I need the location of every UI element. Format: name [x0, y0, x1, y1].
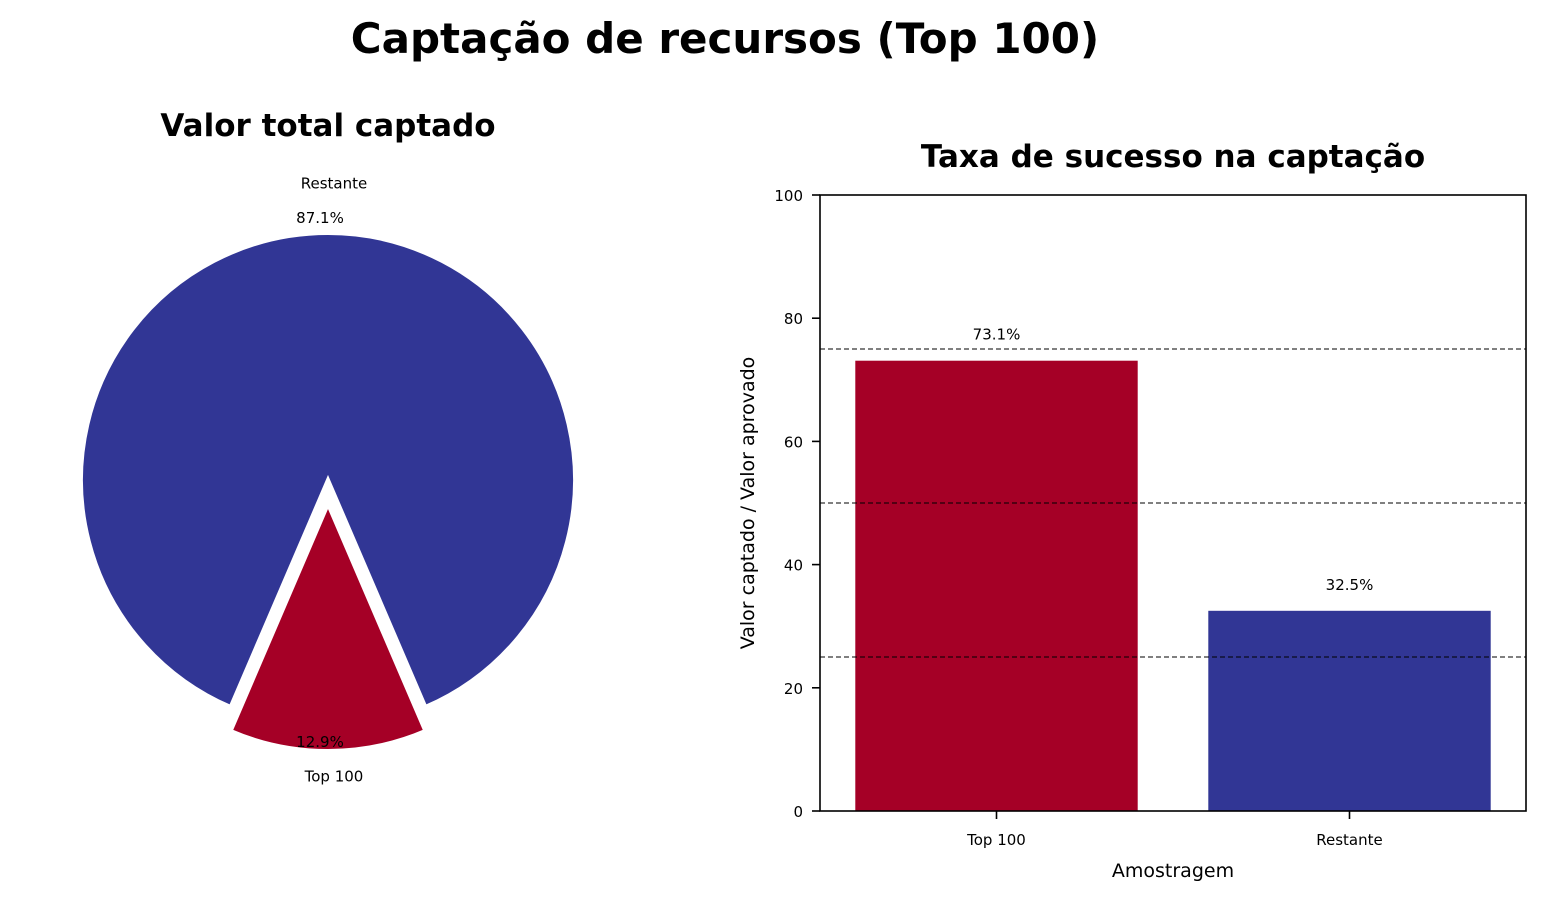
- y-tick-label: 40: [784, 557, 803, 575]
- pie-percent-label: 87.1%: [296, 209, 344, 227]
- y-tick-label: 60: [784, 433, 803, 451]
- pie-slice-restante: [79, 231, 577, 710]
- y-tick-label: 80: [784, 310, 803, 328]
- bar-top-100: [855, 360, 1138, 811]
- pie-chart: Valor total captado Top 100 12.9% Restante…: [79, 108, 577, 785]
- x-tick-label: Restante: [1316, 831, 1382, 849]
- plot-frame: [819, 194, 1527, 812]
- y-tick-label: 100: [774, 187, 803, 205]
- pie-slice-top-100: [227, 498, 429, 753]
- pie-percent-label: 12.9%: [296, 733, 344, 751]
- bar-value-label: 32.5%: [1326, 576, 1374, 594]
- pie-category-label: Top 100: [304, 767, 364, 785]
- pie-category-label: Restante: [301, 175, 367, 193]
- y-tick-label: 20: [784, 680, 803, 698]
- bar-restante: [1208, 610, 1491, 811]
- pie-title: Valor total captado: [160, 108, 495, 144]
- x-axis-label: Amostragem: [1112, 860, 1234, 882]
- y-tick-label: 0: [793, 803, 803, 821]
- figure-title: Captação de recursos (Top 100): [350, 14, 1100, 63]
- x-tick-label: Top 100: [966, 831, 1026, 849]
- bar-title: Taxa de sucesso na captação: [921, 139, 1425, 175]
- bar-value-label: 73.1%: [973, 326, 1021, 344]
- y-axis-label: Valor captado / Valor aprovado: [737, 357, 759, 650]
